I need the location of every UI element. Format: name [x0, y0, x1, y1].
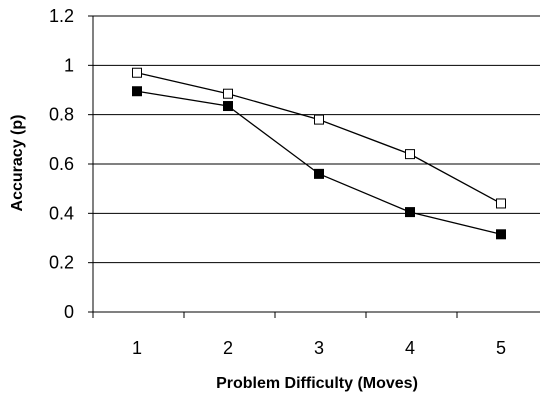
filled-square-marker: [405, 207, 415, 218]
x-tick-label: 2: [223, 338, 233, 358]
x-axis-ticks: 1 2 3 4 5: [92, 312, 506, 358]
filled-square-marker: [223, 101, 233, 112]
y-tick-label: 0.2: [49, 253, 74, 273]
y-tick-label: 1.2: [49, 6, 74, 26]
open-square-marker: [405, 149, 415, 160]
x-tick-label: 3: [314, 338, 324, 358]
series-group: [132, 67, 506, 240]
x-tick-label: 1: [132, 338, 142, 358]
x-axis-title: Problem Difficulty (Moves): [216, 375, 418, 392]
open-square-marker: [314, 114, 324, 125]
y-tick-label: 0.4: [49, 203, 74, 223]
y-axis-ticks: 0 0.2 0.4 0.6 0.8 1 1.2: [49, 6, 93, 322]
filled-square-marker: [496, 229, 506, 240]
open-square-marker: [223, 88, 233, 99]
y-tick-label: 1: [64, 55, 74, 75]
y-tick-label: 0.6: [49, 154, 74, 174]
y-tick-label: 0.8: [49, 105, 74, 125]
y-axis-title: Accuracy (p): [9, 115, 26, 212]
series-line: [136, 72, 502, 205]
gridlines: [93, 15, 540, 264]
filled-square-marker: [132, 86, 142, 97]
series-1: [132, 67, 506, 209]
series-2: [132, 86, 506, 240]
filled-square-marker: [314, 168, 324, 179]
open-square-marker: [496, 198, 506, 209]
y-tick-label: 0: [64, 302, 74, 322]
x-tick-label: 4: [405, 338, 415, 358]
open-square-marker: [132, 67, 142, 78]
x-tick-label: 5: [496, 338, 506, 358]
